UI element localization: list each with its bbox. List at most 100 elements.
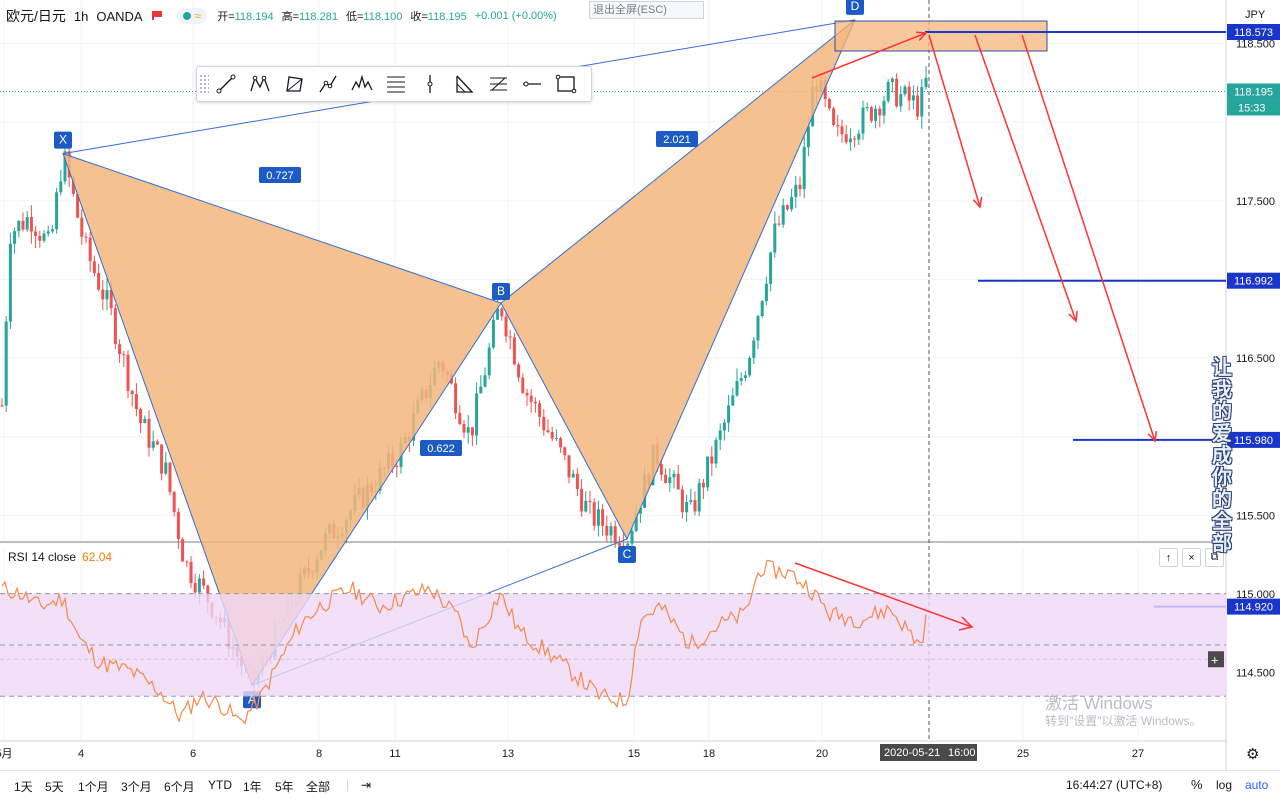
close-icon[interactable]: × [1182, 548, 1201, 567]
high-value: 118.281 [299, 11, 338, 23]
rsi-value: 62.04 [82, 550, 113, 564]
range-1y[interactable]: 1年 [243, 780, 262, 794]
triangle-pattern-icon[interactable] [447, 69, 481, 99]
head-shoulders-icon[interactable] [345, 69, 379, 99]
time-axis[interactable]: 5月 4 6 8 11 13 15 18 20 25 27 2020-05-21 16:00 [0, 744, 1144, 761]
range-1d[interactable]: 1天 [14, 780, 33, 794]
range-ytd[interactable]: YTD [208, 778, 232, 792]
pattern-point-x[interactable]: X [54, 131, 72, 149]
range-3m[interactable]: 3个月 [121, 780, 152, 794]
price-axis[interactable]: JPY118.500117.500117.000116.500115.50011… [1227, 0, 1280, 770]
candle-body [924, 77, 928, 88]
arrow-shaft [1021, 34, 1156, 442]
ratio-label-text: 0.622 [427, 443, 455, 455]
xabcd-pattern[interactable]: X A B C D 0.727 0.622 2.021 [54, 0, 864, 709]
candle-body [693, 500, 697, 512]
countdown-box[interactable] [1227, 99, 1280, 116]
candle-body [512, 337, 516, 365]
fib-lines-icon[interactable] [379, 69, 413, 99]
candle-body [554, 438, 558, 440]
gear-icon[interactable]: ⚙ [1246, 746, 1260, 763]
log-toggle[interactable]: log [1216, 778, 1233, 792]
arrow-to-target-1[interactable] [928, 34, 983, 209]
price-tick: 116.500 [1236, 353, 1275, 365]
exit-fullscreen-hint[interactable]: 退出全屏(ESC) [589, 1, 704, 19]
pattern-point-d[interactable]: D [846, 0, 864, 15]
pattern-triangle-bcd[interactable] [500, 19, 856, 541]
drag-handle[interactable] [199, 74, 209, 94]
target-zone-rect[interactable] [834, 20, 1048, 52]
arrow-to-target-2[interactable] [974, 34, 1078, 323]
horizontal-ray-icon[interactable] [515, 69, 549, 99]
candle-body [836, 124, 840, 127]
maximize-icon[interactable]: ⧉ [1205, 548, 1224, 567]
symbol-name[interactable]: 欧元/日元 [6, 8, 66, 24]
range-1m[interactable]: 1个月 [78, 780, 109, 794]
candle-body [483, 375, 487, 387]
arrow-head [972, 197, 983, 209]
target-price-box[interactable] [1227, 272, 1280, 289]
rsi-legend[interactable]: RSI 14 close 62.04 [8, 550, 112, 564]
candle-body [617, 543, 621, 546]
candle-body [609, 526, 613, 536]
candle-body [134, 394, 138, 410]
auto-toggle[interactable]: auto [1245, 778, 1269, 792]
move-up-icon[interactable]: ↑ [1159, 548, 1178, 567]
candle-body [126, 354, 130, 391]
candle-body [466, 427, 470, 433]
target-price-box[interactable] [1227, 431, 1280, 448]
current-price-box[interactable] [1227, 83, 1280, 100]
candle-body [575, 473, 579, 490]
target-price-box[interactable] [1227, 598, 1280, 615]
range-5d[interactable]: 5天 [45, 780, 64, 794]
rsi-divergence-arrow[interactable] [794, 562, 974, 631]
candle-body [727, 405, 731, 423]
current-price-label: 118.195 [1234, 86, 1273, 98]
candle-body [827, 98, 831, 109]
ratio-label[interactable]: 0.622 [420, 440, 462, 456]
range-all[interactable]: 全部 [306, 780, 331, 794]
abcd-pattern-icon[interactable] [311, 69, 345, 99]
fib-fan-icon[interactable] [481, 69, 515, 99]
cypher-pattern-icon[interactable] [277, 69, 311, 99]
pattern-point-b[interactable]: B [492, 283, 510, 301]
ratio-label[interactable]: 0.727 [259, 167, 301, 183]
target-projections[interactable] [811, 20, 1226, 608]
target-price-box[interactable] [1227, 24, 1280, 40]
plus-icon[interactable] [1208, 651, 1224, 668]
clock[interactable]: 16:44:27 (UTC+8) [1066, 778, 1163, 792]
trend-line-icon[interactable] [209, 69, 243, 99]
status-pill[interactable]: ≈ [176, 8, 208, 24]
xabcd-pattern-icon[interactable] [243, 69, 277, 99]
point-label-text: C [623, 547, 632, 561]
candle-body [676, 473, 680, 490]
goto-date-icon[interactable]: ⇥ [361, 778, 372, 792]
crosshair-date-box[interactable] [880, 744, 977, 761]
flag-icon[interactable] [151, 10, 163, 22]
percent-toggle[interactable]: % [1191, 777, 1203, 792]
candle-body [630, 530, 634, 544]
candle-body [613, 526, 617, 544]
candle-body [769, 252, 773, 284]
candle-body [533, 401, 537, 404]
close-label: 收 [410, 11, 422, 23]
arrow-shaft [974, 34, 1077, 322]
arrow-to-target-3[interactable] [1021, 34, 1158, 443]
ratio-label[interactable]: 2.021 [656, 131, 698, 147]
pattern-point-c[interactable]: C [618, 545, 636, 563]
source-label: OANDA [96, 8, 143, 24]
vertical-line-icon[interactable] [413, 69, 447, 99]
pattern-triangle-xab[interactable] [62, 152, 502, 687]
range-5y[interactable]: 5年 [275, 780, 294, 794]
arrow-up-to-d[interactable] [811, 31, 928, 79]
point-label-text: X [59, 133, 67, 147]
ohlc-high: 高=118.281 [281, 11, 338, 23]
timeframe-label[interactable]: 1h [73, 8, 89, 24]
range-6m[interactable]: 6个月 [164, 780, 195, 794]
candle-body [42, 233, 46, 241]
rectangle-icon[interactable] [549, 69, 583, 99]
candle-body [638, 507, 642, 514]
candle-body [567, 455, 571, 478]
arrow-head [1068, 310, 1078, 323]
